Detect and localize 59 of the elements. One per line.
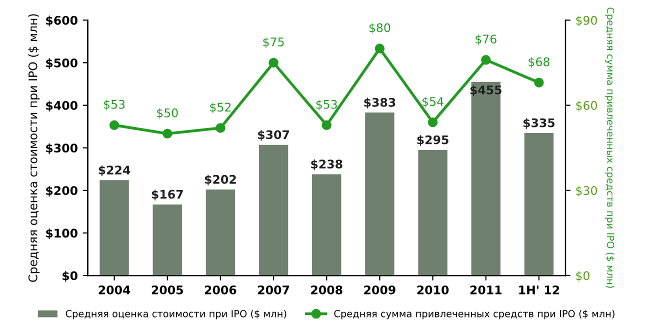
point bbox=[268, 58, 278, 68]
y-tick-label: $600 bbox=[46, 16, 78, 26]
x-tick-label: 2005 bbox=[152, 285, 183, 294]
y-tick-label: $100 bbox=[46, 228, 78, 240]
point bbox=[534, 78, 544, 88]
legend-label: Средняя оценка стоимости при IPO ($ млн) bbox=[66, 310, 286, 320]
data-label: $50 bbox=[157, 108, 178, 119]
data-label: $53 bbox=[104, 100, 125, 110]
data-label: $54 bbox=[422, 96, 444, 108]
y2-axis-title: Средняя сумма привлеченных средств при IPO ($ млн) bbox=[605, 8, 614, 288]
y-tick-label: $200 bbox=[46, 186, 78, 197]
y-axis-title: Средняя оценка стоимости при IPO ($ млн) bbox=[28, 14, 40, 282]
y-tick-label: $500 bbox=[46, 58, 78, 69]
point bbox=[428, 117, 438, 128]
point bbox=[216, 123, 226, 133]
x-tick-label: 2004 bbox=[98, 285, 130, 294]
x-tick-label: 2007 bbox=[258, 285, 290, 294]
data-label: $202 bbox=[204, 174, 236, 186]
y2-tick-label: $60 bbox=[576, 100, 597, 112]
x-tick-label: 2006 bbox=[204, 285, 236, 294]
y-tick-label: $0 bbox=[62, 271, 78, 282]
legend-label: Средняя сумма привлеченных средств при IPO ($ млн) bbox=[334, 310, 614, 320]
data-label: $383 bbox=[364, 98, 396, 108]
x-tick-label: 2010 bbox=[417, 285, 449, 294]
bar bbox=[524, 132, 554, 276]
point bbox=[109, 120, 120, 130]
data-label: $335 bbox=[523, 118, 555, 129]
x-tick-label: 2008 bbox=[311, 285, 342, 294]
point bbox=[322, 120, 332, 130]
bar bbox=[471, 82, 500, 276]
data-label: $76 bbox=[476, 34, 496, 46]
data-label: $238 bbox=[311, 159, 342, 170]
bar bbox=[152, 204, 182, 276]
bar bbox=[206, 190, 236, 276]
x-tick-label: 1H' 12 bbox=[519, 285, 560, 294]
data-label: $52 bbox=[210, 102, 231, 114]
y2-tick-label: $30 bbox=[576, 186, 597, 197]
point bbox=[374, 44, 385, 54]
y2-tick-label: $90 bbox=[576, 16, 597, 26]
data-label: $53 bbox=[316, 100, 337, 110]
bar bbox=[312, 174, 342, 276]
data-label: $80 bbox=[369, 23, 390, 34]
data-label: $75 bbox=[263, 37, 284, 48]
y2-tick-label: $0 bbox=[576, 271, 590, 282]
y-tick-label: $400 bbox=[46, 100, 78, 112]
bar bbox=[258, 144, 288, 276]
bar bbox=[100, 180, 129, 276]
point bbox=[162, 128, 172, 139]
data-label: $68 bbox=[528, 57, 550, 68]
x-tick-label: 2011 bbox=[470, 285, 502, 294]
bar bbox=[418, 150, 448, 276]
data-label: $295 bbox=[417, 135, 448, 146]
x-tick-label: 2009 bbox=[364, 285, 396, 294]
data-label: $167 bbox=[152, 190, 183, 200]
point bbox=[481, 55, 491, 65]
y-tick-label: $300 bbox=[46, 143, 78, 154]
bar bbox=[365, 112, 394, 276]
data-label: $307 bbox=[258, 130, 290, 141]
data-label: $224 bbox=[98, 165, 130, 176]
